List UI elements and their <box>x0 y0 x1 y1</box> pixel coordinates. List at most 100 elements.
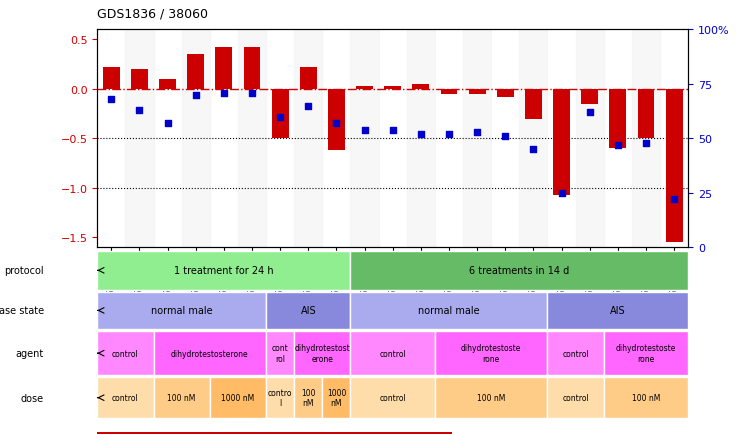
Bar <box>407 30 435 247</box>
Bar <box>351 292 548 329</box>
Bar <box>412 85 429 89</box>
Bar <box>463 30 491 247</box>
Bar <box>103 68 120 89</box>
Text: control: control <box>379 393 406 402</box>
Bar <box>610 89 626 149</box>
Point <box>162 120 174 127</box>
Text: AIS: AIS <box>610 306 625 316</box>
Bar <box>604 331 688 375</box>
Text: dose: dose <box>21 393 44 403</box>
Bar <box>294 30 322 247</box>
Bar <box>435 377 548 418</box>
Bar <box>548 331 604 375</box>
Text: AIS: AIS <box>301 306 316 316</box>
Point <box>583 109 595 116</box>
Bar <box>525 89 542 119</box>
Bar <box>153 331 266 375</box>
Bar <box>97 432 452 434</box>
Text: dihydrotestoste
rone: dihydrotestoste rone <box>616 344 676 363</box>
Bar <box>328 89 345 151</box>
Bar <box>97 292 266 329</box>
Point <box>331 120 343 127</box>
Point <box>499 133 511 140</box>
Bar <box>266 331 294 375</box>
Text: agent: agent <box>16 349 44 358</box>
Bar <box>435 331 548 375</box>
Text: dihydrotestoste
rone: dihydrotestoste rone <box>461 344 521 363</box>
Text: 100 nM: 100 nM <box>632 393 660 402</box>
Text: ■: ■ <box>245 433 257 434</box>
Bar <box>519 30 548 247</box>
Text: 1000 nM: 1000 nM <box>221 393 254 402</box>
Bar <box>182 30 209 247</box>
Bar <box>548 292 688 329</box>
Bar <box>97 377 153 418</box>
Point <box>415 131 427 138</box>
Bar <box>553 89 570 195</box>
Text: contro
l: contro l <box>268 388 292 408</box>
Bar <box>300 68 316 89</box>
Bar <box>159 80 176 89</box>
Point <box>275 114 286 121</box>
Text: normal male: normal male <box>151 306 212 316</box>
Bar <box>294 377 322 418</box>
Bar <box>126 30 153 247</box>
Text: 1000
nM: 1000 nM <box>327 388 346 408</box>
Bar <box>632 30 660 247</box>
Point <box>527 146 539 153</box>
Bar <box>97 251 351 290</box>
Point <box>133 107 145 114</box>
Text: control: control <box>562 349 589 358</box>
Bar <box>351 30 378 247</box>
Point <box>668 196 680 203</box>
Bar <box>351 331 435 375</box>
Text: control: control <box>112 393 139 402</box>
Text: cont
rol: cont rol <box>272 344 289 363</box>
Point <box>387 127 399 134</box>
Text: control: control <box>112 349 139 358</box>
Bar <box>581 89 598 105</box>
Text: 100
nM: 100 nM <box>301 388 316 408</box>
Point <box>105 96 117 103</box>
Bar <box>244 48 260 89</box>
Bar <box>351 251 688 290</box>
Bar <box>187 55 204 89</box>
Point <box>471 129 483 136</box>
Text: control: control <box>562 393 589 402</box>
Text: 1 treatment for 24 h: 1 treatment for 24 h <box>174 266 274 276</box>
Point <box>556 190 568 197</box>
Bar <box>666 89 682 243</box>
Bar <box>548 377 604 418</box>
Bar <box>469 89 485 95</box>
Bar <box>266 292 351 329</box>
Text: GDS1836 / 38060: GDS1836 / 38060 <box>97 8 208 21</box>
Text: ■: ■ <box>121 433 132 434</box>
Text: 6 treatments in 14 d: 6 treatments in 14 d <box>469 266 569 276</box>
Point <box>443 131 455 138</box>
Text: control: control <box>379 349 406 358</box>
Point <box>218 90 230 97</box>
Bar <box>351 377 435 418</box>
Point <box>246 90 258 97</box>
Text: protocol: protocol <box>4 266 44 276</box>
Bar <box>97 331 153 375</box>
Text: disease state: disease state <box>0 306 44 316</box>
Bar <box>209 377 266 418</box>
Text: 100 nM: 100 nM <box>477 393 506 402</box>
Bar <box>356 87 373 89</box>
Text: 100 nM: 100 nM <box>168 393 196 402</box>
Bar <box>384 87 401 89</box>
Bar <box>637 89 654 139</box>
Bar <box>272 89 289 139</box>
Bar <box>441 89 458 95</box>
Text: dihydrotestosterone: dihydrotestosterone <box>171 349 248 358</box>
Bar <box>266 377 294 418</box>
Bar <box>294 331 351 375</box>
Point <box>640 140 652 147</box>
Bar <box>497 89 514 98</box>
Point <box>612 142 624 149</box>
Text: dihydrotestost
erone: dihydrotestost erone <box>295 344 350 363</box>
Bar <box>576 30 604 247</box>
Bar <box>322 377 351 418</box>
Point <box>302 103 314 110</box>
